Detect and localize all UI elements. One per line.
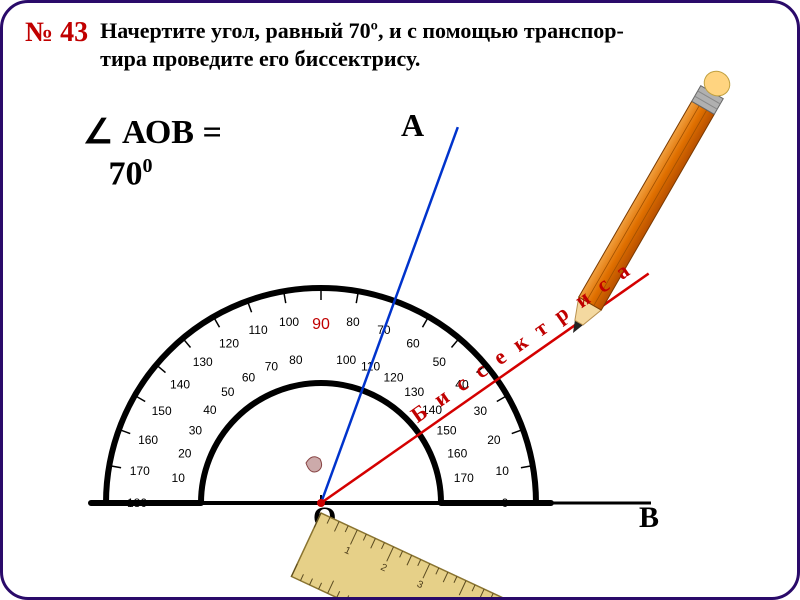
svg-text:160: 160 bbox=[138, 433, 158, 447]
svg-text:70: 70 bbox=[265, 360, 279, 374]
ruler: 123456789 bbox=[291, 513, 665, 600]
svg-text:80: 80 bbox=[346, 315, 360, 329]
svg-text:100: 100 bbox=[279, 315, 299, 329]
svg-text:130: 130 bbox=[193, 355, 213, 369]
diagram-svg: 0102030405060708010011012013014015016017… bbox=[3, 3, 800, 600]
svg-text:100: 100 bbox=[336, 353, 356, 367]
svg-text:150: 150 bbox=[152, 404, 172, 418]
svg-text:120: 120 bbox=[383, 370, 403, 384]
svg-text:140: 140 bbox=[170, 378, 190, 392]
svg-text:60: 60 bbox=[242, 370, 256, 384]
svg-text:50: 50 bbox=[433, 355, 447, 369]
svg-text:60: 60 bbox=[406, 337, 420, 351]
svg-text:30: 30 bbox=[474, 404, 488, 418]
svg-text:160: 160 bbox=[447, 446, 467, 460]
svg-text:30: 30 bbox=[189, 424, 203, 438]
svg-text:50: 50 bbox=[221, 385, 235, 399]
slide-frame: № 43 Начертите угол, равный 70º, и с пом… bbox=[0, 0, 800, 600]
svg-text:180: 180 bbox=[127, 496, 147, 510]
svg-text:90: 90 bbox=[312, 316, 330, 333]
svg-text:10: 10 bbox=[496, 464, 510, 478]
svg-text:10: 10 bbox=[172, 471, 186, 485]
protractor: 0102030405060708010011012013014015016017… bbox=[91, 288, 551, 510]
svg-text:170: 170 bbox=[130, 464, 150, 478]
svg-text:80: 80 bbox=[289, 353, 303, 367]
svg-text:150: 150 bbox=[437, 424, 457, 438]
svg-text:20: 20 bbox=[178, 446, 192, 460]
svg-text:40: 40 bbox=[203, 403, 217, 417]
svg-text:170: 170 bbox=[454, 471, 474, 485]
svg-text:20: 20 bbox=[487, 433, 501, 447]
svg-text:110: 110 bbox=[248, 323, 267, 337]
svg-text:120: 120 bbox=[219, 337, 239, 351]
